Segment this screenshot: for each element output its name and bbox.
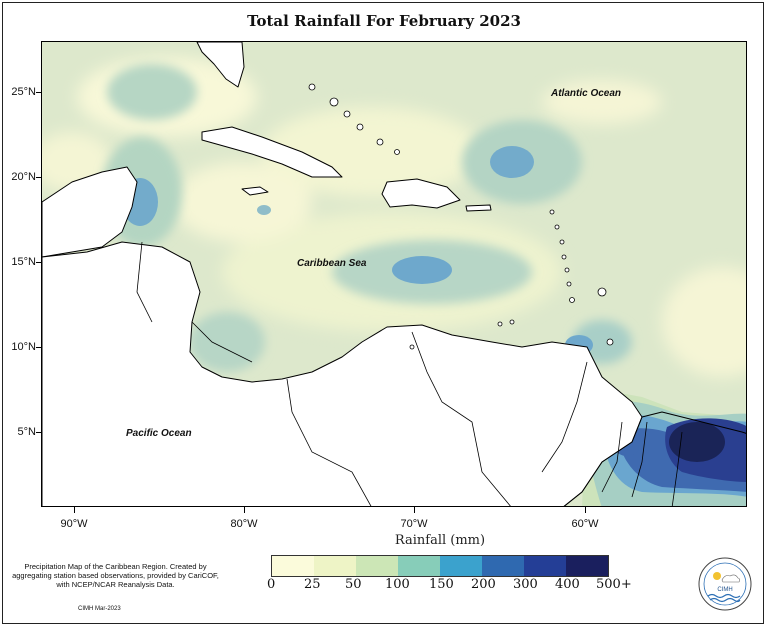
- legend-swatch: [356, 556, 398, 576]
- legend-tick: 150: [429, 577, 454, 592]
- florida: [196, 42, 245, 88]
- lat-tick: [36, 177, 41, 178]
- cimh-logo-icon: CIMH: [698, 557, 752, 611]
- rainfall-map: [41, 41, 747, 507]
- credit-line: CIMH Mar-2023: [78, 606, 121, 612]
- legend-swatch: [524, 556, 566, 576]
- legend-tick: 500+: [596, 577, 632, 592]
- legend-swatch: [398, 556, 440, 576]
- rain-max-caribbean: [392, 256, 452, 284]
- lon-tick: [74, 507, 75, 513]
- legend-swatch: [314, 556, 356, 576]
- rain-max-atlantic: [490, 146, 534, 178]
- rainfall-map-svg: [42, 42, 746, 506]
- lat-label-15n: 15°N: [11, 256, 36, 268]
- legend-title: Rainfall (mm): [394, 533, 486, 548]
- atlantic-ocean-label: Atlantic Ocean: [551, 88, 622, 99]
- lat-label-25n: 25°N: [11, 86, 36, 98]
- legend-tick: 0: [267, 577, 276, 592]
- lat-tick: [36, 262, 41, 263]
- lon-label-90w: 90°W: [60, 518, 88, 530]
- lat-tick: [36, 92, 41, 93]
- lat-label-20n: 20°N: [11, 171, 36, 183]
- legend-tick: 25: [304, 577, 321, 592]
- lat-label-5n: 5°N: [17, 426, 36, 438]
- map-title: Total Rainfall For February 2023: [247, 12, 521, 30]
- lon-tick: [244, 507, 245, 513]
- cuba: [201, 126, 343, 178]
- map-description: Precipitation Map of the Caribbean Regio…: [12, 562, 219, 589]
- legend-colorbar: [271, 555, 609, 577]
- cimh-logo: CIMH: [697, 556, 753, 612]
- lon-tick: [414, 507, 415, 513]
- lon-tick: [585, 507, 586, 513]
- legend-tick: 200: [471, 577, 496, 592]
- pacific-ocean-label: Pacific Ocean: [126, 428, 192, 439]
- legend-swatch: [566, 556, 608, 576]
- legend-swatch: [482, 556, 524, 576]
- legend-swatch: [440, 556, 482, 576]
- hispaniola: [381, 178, 461, 209]
- legend-ticks: 0 25 50 100 150 200 300 400 500+: [262, 577, 642, 597]
- legend-tick: 50: [345, 577, 362, 592]
- south-america-east: [563, 411, 746, 506]
- puerto-rico: [465, 204, 492, 212]
- lat-tick: [36, 432, 41, 433]
- rain-max-jamaica: [257, 205, 271, 215]
- yucatan: [42, 166, 138, 258]
- land-masses: [42, 42, 746, 506]
- caribbean-sea-label: Caribbean Sea: [297, 258, 367, 269]
- legend-tick: 400: [555, 577, 580, 592]
- borders: [136, 241, 683, 506]
- logo-text: CIMH: [717, 587, 732, 593]
- jamaica: [241, 186, 269, 196]
- legend-swatch: [272, 556, 314, 576]
- lon-label-80w: 80°W: [230, 518, 258, 530]
- lon-label-60w: 60°W: [571, 518, 599, 530]
- lat-tick: [36, 347, 41, 348]
- small-islands: [308, 83, 614, 350]
- lat-label-10n: 10°N: [11, 341, 36, 353]
- legend-tick: 300: [513, 577, 538, 592]
- lon-label-70w: 70°W: [400, 518, 428, 530]
- legend-tick: 100: [385, 577, 410, 592]
